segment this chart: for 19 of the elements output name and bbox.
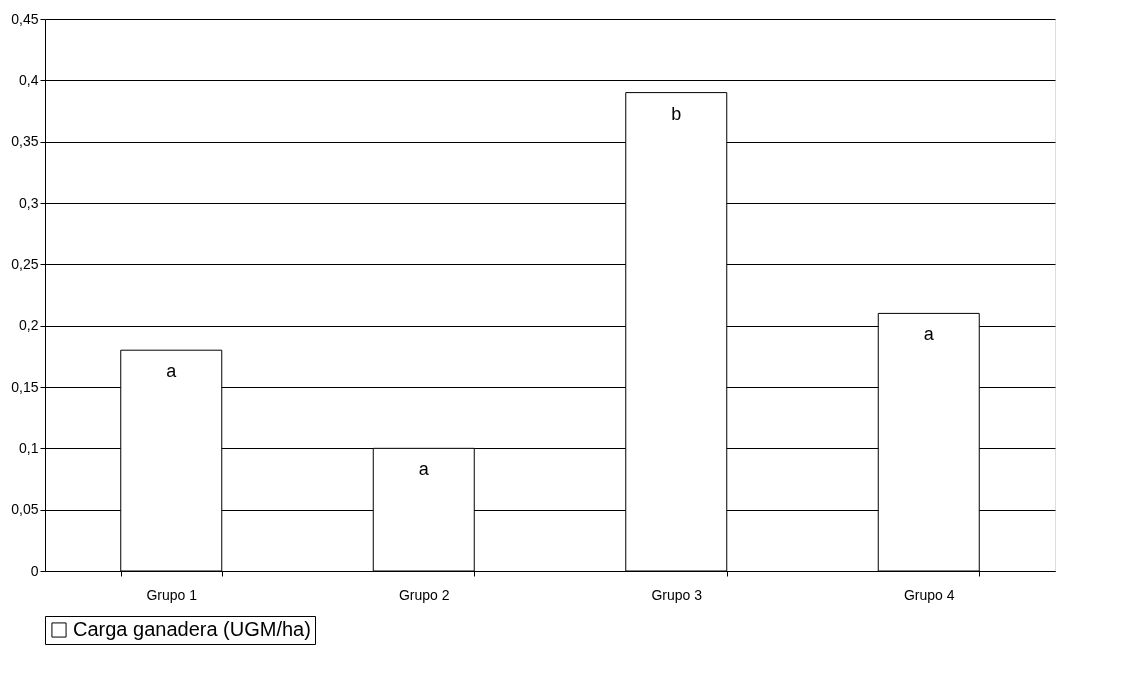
- x-tick-label: Grupo 1: [146, 586, 198, 603]
- annotation: a: [923, 324, 935, 345]
- y-tick-label: 0,15: [11, 378, 39, 395]
- y-tick-label: 0,05: [11, 501, 39, 518]
- y-tick-label: 0: [30, 562, 39, 579]
- y-tick-label: 0,45: [11, 10, 39, 27]
- annotation: a: [418, 459, 430, 480]
- x-tick-label: Grupo 2: [398, 586, 450, 603]
- y-tick-label: 0,3: [19, 194, 39, 211]
- y-tick-label: 0,1: [19, 439, 39, 456]
- y-tick-label: 0,4: [19, 71, 39, 88]
- annotation: b: [671, 103, 682, 124]
- x-tick-label: Grupo 4: [903, 586, 955, 603]
- y-tick-label: 0,2: [19, 317, 39, 334]
- legend-label: Carga ganadera (UGM/ha): [73, 618, 311, 640]
- y-tick-label: 0,35: [11, 133, 39, 150]
- annotation: a: [166, 361, 178, 382]
- y-tick-label: 0,25: [11, 255, 39, 272]
- x-tick-label: Grupo 3: [651, 586, 703, 603]
